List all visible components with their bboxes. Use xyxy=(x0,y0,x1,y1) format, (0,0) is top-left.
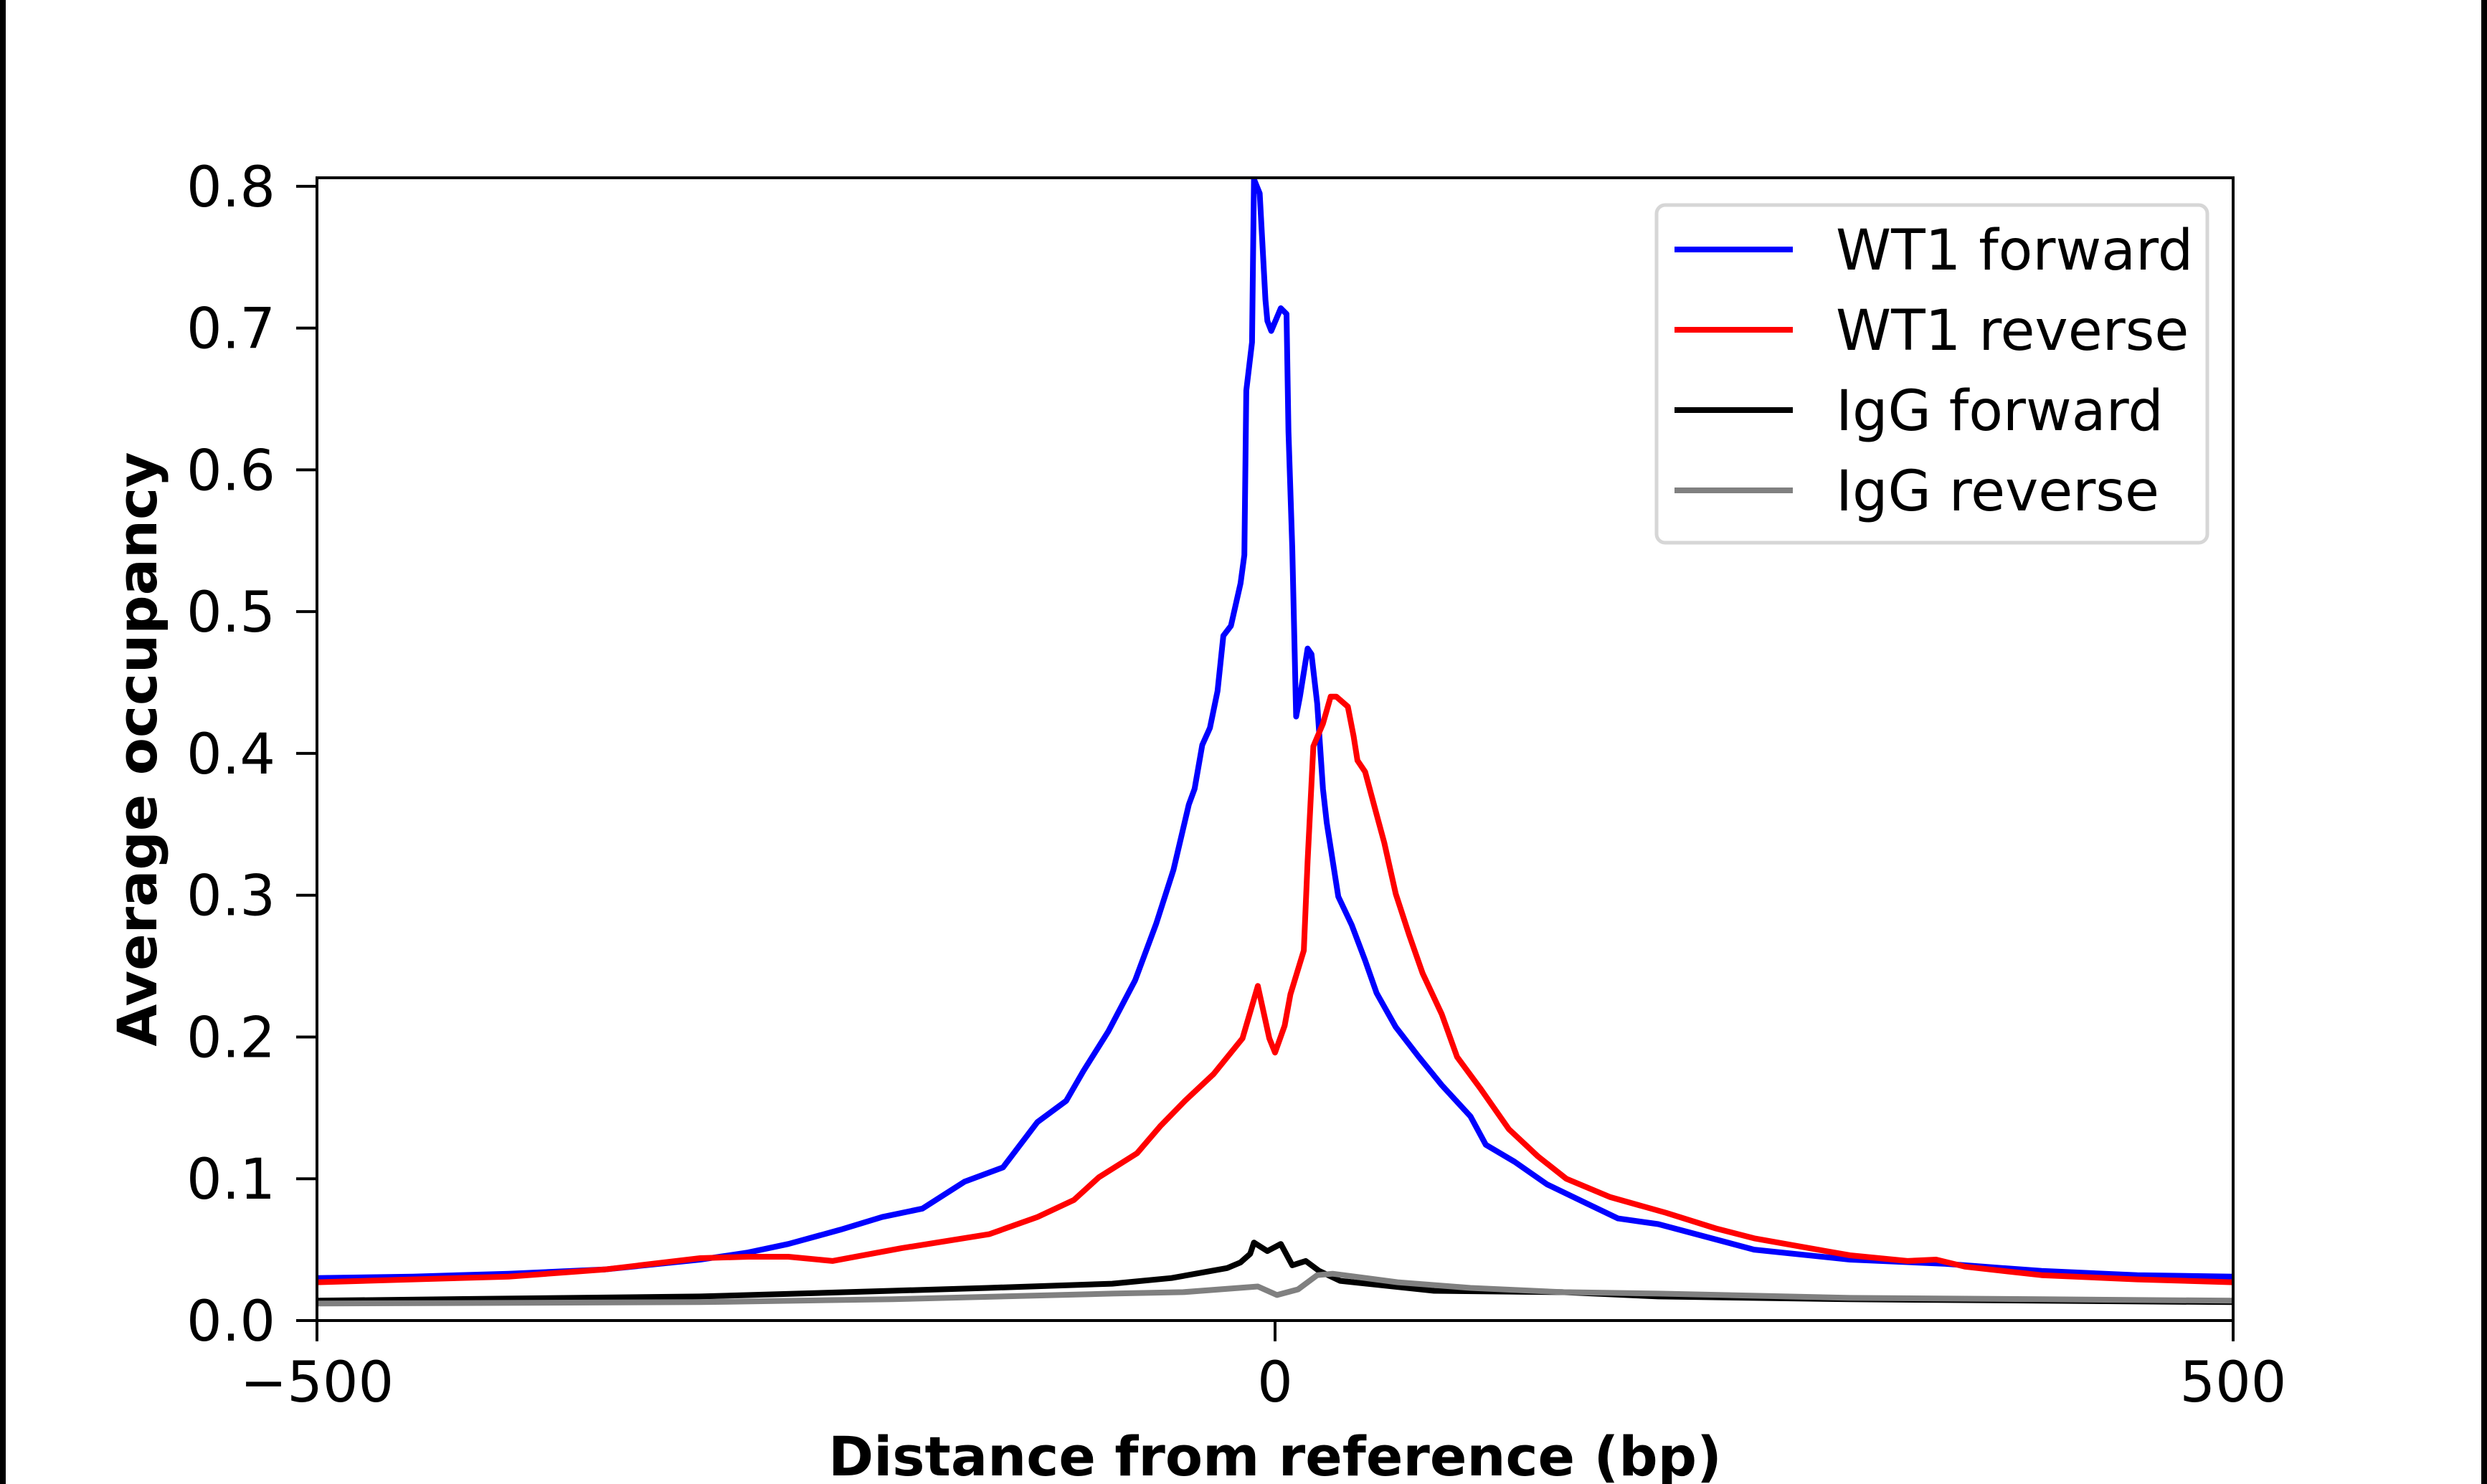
y-tick-label: 0.1 xyxy=(186,1148,275,1212)
y-tick-label: 0.5 xyxy=(186,581,275,645)
x-tick-label: 0 xyxy=(1257,1351,1293,1415)
y-tick-label: 0.4 xyxy=(186,723,275,787)
legend-label: IgG forward xyxy=(1836,379,2164,444)
series-line-wt1-reverse xyxy=(317,693,2233,1285)
x-axis: −500 0 500 xyxy=(240,1321,2287,1415)
legend-box xyxy=(1654,203,2209,545)
x-tick-label: 500 xyxy=(2180,1351,2287,1415)
legend-label: IgG reverse xyxy=(1836,460,2159,524)
y-tick-label: 0.3 xyxy=(186,865,275,929)
left-border xyxy=(0,0,6,1484)
y-tick-label: 0.6 xyxy=(186,439,275,503)
y-tick-label: 0.2 xyxy=(186,1006,275,1070)
y-axis: 0.0 0.1 0.2 0.3 0.4 0.5 0.6 0.7 0.8 xyxy=(186,156,317,1354)
series-layer xyxy=(317,178,2233,1307)
legend: WT1 forward WT1 reverse IgG forward IgG rev… xyxy=(1654,203,2209,545)
legend-label: WT1 forward xyxy=(1836,219,2193,283)
y-tick-label: 0.8 xyxy=(186,156,275,220)
x-axis-title: Distance from reference (bp) xyxy=(828,1424,1722,1484)
y-tick-label: 0.7 xyxy=(186,298,275,362)
x-tick-label: −500 xyxy=(240,1351,394,1415)
right-border xyxy=(2481,0,2487,1484)
y-axis-title: Average occupancy xyxy=(105,452,169,1046)
y-tick-label: 0.0 xyxy=(186,1290,275,1354)
series-line-igg-reverse xyxy=(317,1270,2233,1307)
series-line-wt1-forward xyxy=(317,178,2233,1281)
legend-label: WT1 reverse xyxy=(1836,299,2189,363)
